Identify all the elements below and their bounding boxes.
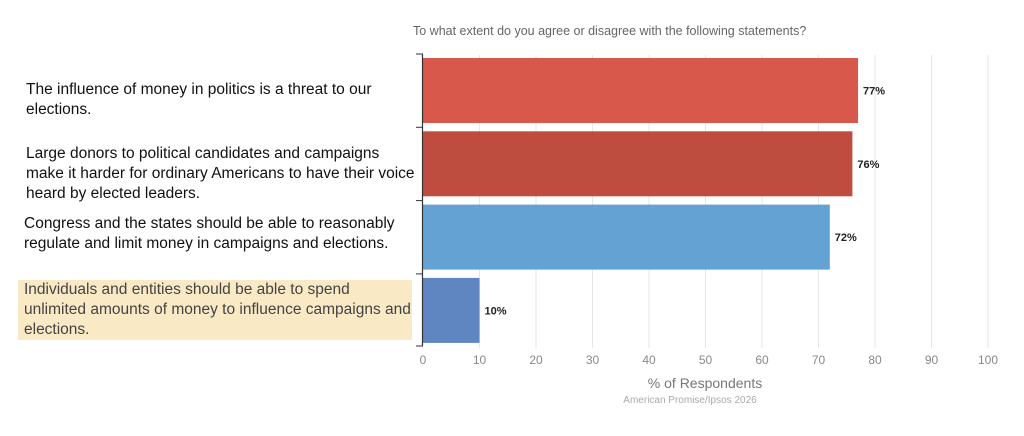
data-label: 76% — [857, 159, 879, 171]
source-note: American Promise/Ipsos 2026 — [623, 395, 757, 406]
category-label: Congress and the states should be able t… — [24, 215, 395, 252]
x-tick-label: 50 — [699, 353, 713, 367]
x-tick-label: 20 — [529, 353, 543, 367]
x-axis-label: % of Respondents — [647, 375, 763, 391]
x-tick-label: 60 — [755, 353, 769, 367]
category-label-highlighted: Individuals and entities should be able … — [18, 280, 412, 340]
category-label: Large donors to political candidates and… — [26, 145, 415, 202]
bar — [423, 277, 480, 343]
bar — [423, 131, 853, 197]
x-tick-label: 70 — [812, 353, 826, 367]
x-tick-label: 10 — [473, 353, 487, 367]
x-tick-label: 90 — [925, 353, 939, 367]
x-tick-label: 80 — [868, 353, 882, 367]
chart-title: To what extent do you agree or disagree … — [413, 24, 807, 38]
category-label: The influence of money in politics is a … — [26, 81, 372, 118]
bar — [423, 204, 830, 270]
bar — [423, 58, 859, 123]
x-tick-label: 0 — [420, 353, 427, 367]
data-label: 10% — [485, 305, 507, 317]
data-label: 72% — [835, 232, 857, 244]
data-label: 77% — [863, 86, 885, 98]
x-tick-label: 40 — [642, 353, 656, 367]
x-tick-label: 100 — [978, 353, 998, 367]
x-tick-label: 30 — [586, 353, 600, 367]
